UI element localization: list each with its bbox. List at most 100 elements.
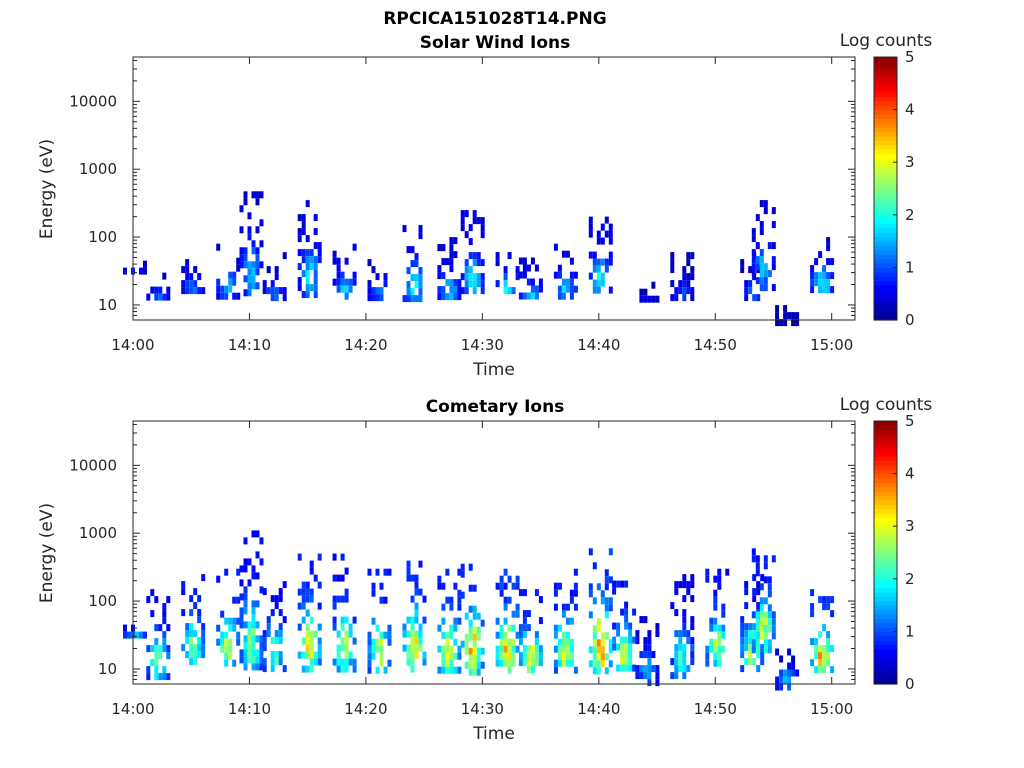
heatmap-cell bbox=[309, 284, 314, 292]
heatmap-cell bbox=[468, 626, 473, 634]
heatmap-cell bbox=[511, 582, 516, 590]
heatmap-cell bbox=[247, 621, 252, 629]
heatmap-cell bbox=[414, 295, 419, 303]
heatmap-cell bbox=[255, 600, 260, 608]
y-tick-label: 10000 bbox=[69, 456, 117, 474]
heatmap-cell bbox=[752, 630, 757, 638]
heatmap-cell bbox=[262, 630, 267, 638]
heatmap-cell bbox=[375, 666, 380, 674]
heatmap-cell bbox=[561, 250, 566, 258]
heatmap-cell bbox=[553, 582, 558, 590]
colorbar-segment bbox=[874, 192, 897, 198]
y-tick-label: 10 bbox=[98, 296, 117, 314]
heatmap-cell bbox=[274, 287, 279, 295]
heatmap-cell bbox=[332, 574, 337, 582]
heatmap-cell bbox=[402, 630, 407, 638]
heatmap-cell bbox=[449, 251, 454, 259]
heatmap-cell bbox=[197, 644, 202, 652]
heatmap-cell bbox=[193, 644, 198, 652]
heatmap-cell bbox=[717, 631, 722, 639]
heatmap-cell bbox=[460, 273, 465, 281]
heatmap-cell bbox=[313, 291, 318, 299]
heatmap-cell bbox=[639, 665, 644, 673]
colorbar-label-cometary: Log counts bbox=[840, 395, 933, 415]
heatmap-cell bbox=[647, 658, 652, 666]
heatmap-cell bbox=[189, 623, 194, 631]
heatmap-cell bbox=[810, 265, 815, 273]
heatmap-cell bbox=[123, 624, 127, 632]
heatmap-cell bbox=[255, 656, 260, 664]
heatmap-cell bbox=[670, 280, 675, 288]
heatmap-cell bbox=[189, 595, 194, 603]
heatmap-cell bbox=[224, 638, 229, 646]
heatmap-cell bbox=[201, 574, 206, 582]
heatmap-cell bbox=[767, 625, 772, 633]
heatmap-cell bbox=[635, 630, 640, 638]
heatmap-cell bbox=[624, 643, 629, 651]
colorbar-segment bbox=[874, 570, 897, 576]
heatmap-cell bbox=[181, 581, 186, 589]
heatmap-cell bbox=[748, 651, 753, 659]
heatmap-cell bbox=[216, 292, 221, 300]
heatmap-cell bbox=[755, 214, 760, 222]
heatmap-cell bbox=[818, 596, 823, 604]
colorbar-segment bbox=[874, 421, 897, 426]
heatmap-cell bbox=[313, 256, 318, 264]
heatmap-cell bbox=[166, 286, 171, 294]
heatmap-cell bbox=[818, 272, 823, 280]
heatmap-cell bbox=[830, 596, 835, 604]
heatmap-cell bbox=[515, 582, 520, 590]
heatmap-cell bbox=[557, 582, 562, 590]
heatmap-cell bbox=[759, 618, 764, 626]
heatmap-cell bbox=[763, 284, 768, 292]
heatmap-cell bbox=[251, 649, 256, 657]
colorbar-segment bbox=[874, 263, 897, 268]
heatmap-cell bbox=[756, 651, 761, 659]
heatmap-cell bbox=[336, 285, 341, 293]
heatmap-cell bbox=[507, 624, 512, 632]
heatmap-cell bbox=[748, 658, 753, 666]
heatmap-cell bbox=[158, 624, 163, 632]
heatmap-cell bbox=[239, 565, 244, 573]
heatmap-cell bbox=[592, 251, 597, 259]
heatmap-cell bbox=[522, 292, 527, 300]
heatmap-cell bbox=[301, 221, 306, 229]
heatmap-cell bbox=[721, 603, 726, 611]
heatmap-cell bbox=[791, 662, 796, 670]
y-tick-label: 1000 bbox=[79, 160, 117, 178]
heatmap-cell bbox=[526, 264, 531, 272]
heatmap-cell bbox=[402, 623, 407, 631]
heatmap-cell bbox=[476, 280, 481, 288]
heatmap-cell bbox=[387, 659, 392, 667]
heatmap-cell bbox=[251, 530, 256, 538]
heatmap-cell bbox=[410, 616, 415, 624]
heatmap-cell bbox=[515, 645, 520, 653]
heatmap-cell bbox=[787, 662, 792, 670]
colorbar-segment bbox=[874, 425, 897, 431]
heatmap-cell bbox=[779, 676, 784, 684]
heatmap-cell bbox=[744, 637, 749, 645]
heatmap-cell bbox=[670, 266, 675, 274]
heatmap-cell bbox=[822, 652, 827, 660]
heatmap-cell bbox=[534, 292, 539, 300]
heatmap-cell bbox=[228, 645, 233, 653]
heatmap-cell bbox=[464, 259, 469, 267]
heatmap-cell bbox=[565, 617, 570, 625]
heatmap-cell bbox=[709, 645, 714, 653]
heatmap-cell bbox=[600, 223, 605, 231]
colorbar-segment bbox=[874, 258, 897, 264]
heatmap-cell bbox=[259, 649, 264, 657]
heatmap-cell bbox=[755, 263, 760, 271]
heatmap-cell bbox=[406, 560, 411, 568]
heatmap-cell bbox=[530, 666, 535, 674]
heatmap-cell bbox=[309, 630, 314, 638]
heatmap-cell bbox=[826, 638, 831, 646]
heatmap-cell bbox=[639, 651, 644, 659]
heatmap-cell bbox=[561, 659, 566, 667]
heatmap-cell bbox=[201, 287, 206, 295]
heatmap-cell bbox=[379, 596, 384, 604]
y-axis-label-cometary: Energy (eV) bbox=[37, 503, 57, 603]
heatmap-cell bbox=[690, 616, 695, 624]
heatmap-cell bbox=[309, 560, 314, 568]
heatmap-cell bbox=[759, 597, 764, 605]
